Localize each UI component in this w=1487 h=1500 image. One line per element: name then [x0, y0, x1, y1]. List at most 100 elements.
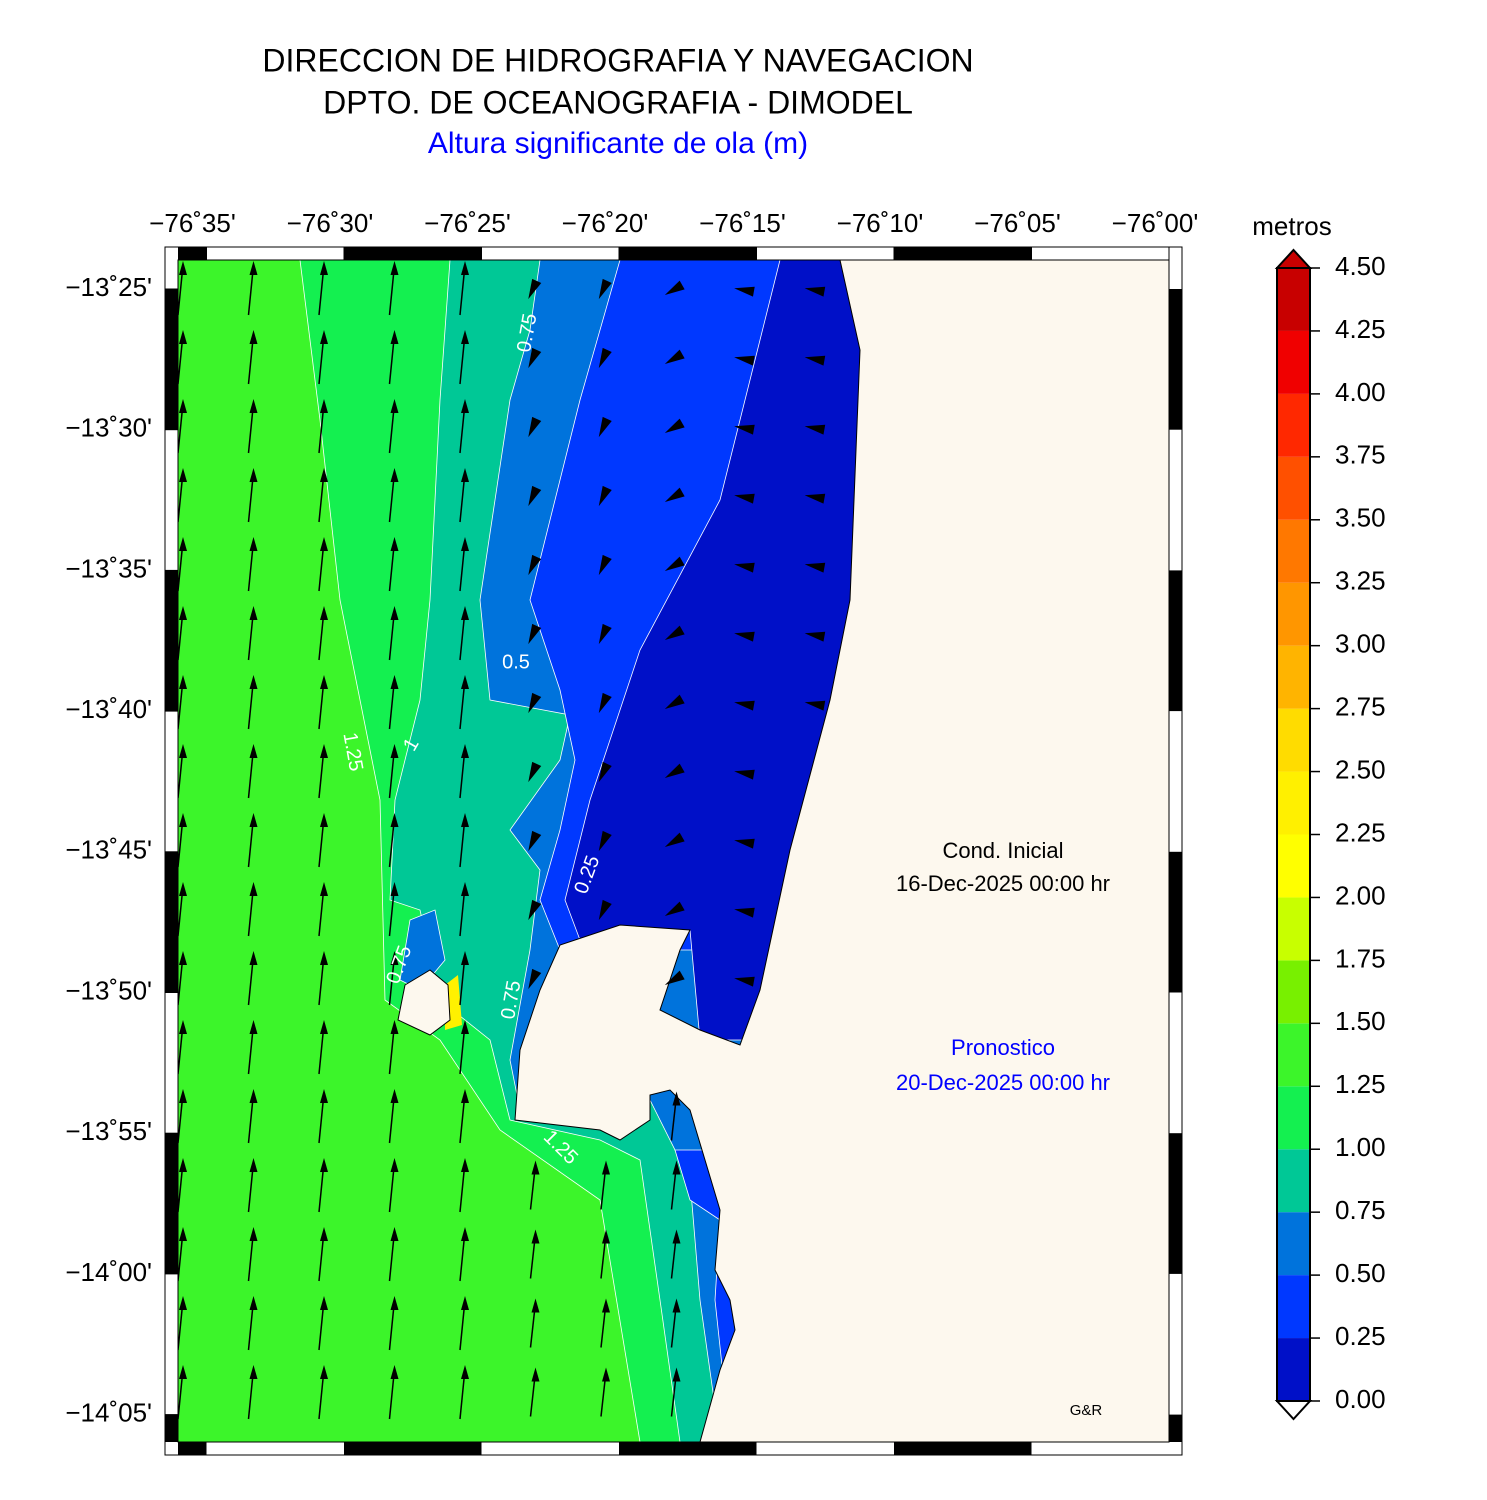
frame-bar [1169, 1133, 1182, 1274]
arrow-head [528, 830, 542, 852]
arrow-head [320, 261, 328, 275]
arrow-head [249, 813, 258, 827]
colorbar-tick-label: 2.00 [1335, 880, 1386, 910]
arrow-head [249, 537, 258, 551]
lat-tick-label: −13˚30' [65, 413, 152, 443]
arrow-head [179, 675, 187, 689]
arrow-head [390, 399, 399, 413]
arrow-head [320, 537, 328, 551]
arrow-head [249, 951, 258, 965]
frame-bar [165, 289, 178, 430]
lon-tick-label: −76˚10' [837, 208, 924, 238]
arrow-head [249, 744, 258, 758]
arrow-head [461, 744, 469, 758]
arrow-head [602, 1160, 610, 1175]
colorbar-min-triangle [1274, 1400, 1313, 1421]
arrow-head [461, 537, 469, 551]
arrow-head [249, 1296, 258, 1310]
arrow-head [320, 1365, 328, 1379]
colorbar-tick-label: 1.75 [1335, 943, 1386, 973]
colorbar: 0.00 0.25 0.50 0.75 1.00 1.25 1.50 1.75 2.00 2.25… [1274, 248, 1386, 1421]
arrow-head [664, 901, 685, 916]
arrow-head [461, 1158, 469, 1172]
arrow-head [528, 899, 542, 921]
arrow-head [249, 261, 258, 275]
arrow-head [461, 261, 469, 275]
arrow-head [672, 1367, 681, 1382]
arrow-head [249, 606, 258, 620]
arrow-head [531, 1298, 540, 1313]
arrow-head [179, 951, 187, 965]
arrow-head [249, 1227, 258, 1241]
colorbar-title: metros [1252, 211, 1331, 241]
frame-bar [1169, 851, 1182, 993]
arrow-head [179, 1296, 187, 1310]
colorbar-tick-label: 0.25 [1335, 1321, 1386, 1351]
arrow-head [672, 1298, 681, 1313]
arrow-head [602, 1367, 610, 1382]
forecast-label: Pronostico [951, 1035, 1055, 1060]
frame-bar [619, 1442, 757, 1455]
lat-tick-label: −13˚45' [65, 835, 152, 865]
lat-tick-label: −13˚50' [65, 975, 152, 1005]
arrow-head [390, 813, 399, 827]
arrow-head [734, 562, 755, 573]
colorbar-tick-label: 2.25 [1335, 817, 1386, 847]
colorbar-bin [1277, 960, 1310, 1024]
arrow-head [249, 1365, 258, 1379]
colorbar-bin [1277, 1023, 1310, 1087]
frame-bar [893, 1442, 1032, 1455]
arrow-head [249, 468, 258, 482]
arrow-head [804, 631, 826, 642]
colorbar-max-triangle [1274, 248, 1313, 269]
colorbar-bin [1277, 330, 1310, 394]
lat-tick-label: −13˚25' [65, 272, 152, 302]
arrow-head [249, 1158, 258, 1172]
arrow-head [734, 631, 755, 642]
arrow-head [598, 485, 612, 507]
frame-bar [893, 247, 1032, 260]
arrow-head [179, 882, 187, 896]
arrow-head [179, 1365, 187, 1379]
arrow-head [390, 1365, 399, 1379]
arrow-head [461, 1365, 469, 1379]
arrow-head [179, 1158, 187, 1172]
arrow-head [179, 744, 187, 758]
arrow-head [390, 606, 399, 620]
title: DIRECCION DE HIDROGRAFIA Y NAVEGACION [262, 42, 973, 78]
arrow-head [461, 399, 469, 413]
arrow-head [528, 761, 542, 783]
colorbar-bin [1277, 519, 1310, 583]
frame-bar [165, 851, 178, 993]
frame-bar [1169, 289, 1182, 430]
arrow-head [390, 744, 399, 758]
arrow-head [390, 330, 399, 344]
arrow-head [734, 424, 755, 435]
colorbar-bin [1277, 582, 1310, 646]
colorbar-tick-label: 3.00 [1335, 629, 1386, 659]
colorbar-tick-label: 2.50 [1335, 754, 1386, 784]
colorbar-tick-label: 0.00 [1335, 1384, 1386, 1414]
arrow-head [528, 692, 542, 714]
arrow-head [804, 286, 826, 297]
arrow-head [602, 1298, 610, 1313]
colorbar-bin [1277, 708, 1310, 772]
arrow-head [664, 349, 685, 364]
arrow-head [528, 485, 542, 507]
arrow-head [249, 1020, 258, 1034]
arrow-head [249, 882, 258, 896]
colorbar-tick-label: 0.75 [1335, 1195, 1386, 1225]
colorbar-bin [1277, 456, 1310, 520]
frame-bar [178, 247, 207, 260]
subtitle: DPTO. DE OCEANOGRAFIA - DIMODEL [323, 84, 913, 120]
arrow-head [320, 1227, 328, 1241]
contour-label: 0.5 [502, 651, 530, 673]
arrow-head [734, 976, 755, 987]
colorbar-tick-label: 3.25 [1335, 566, 1386, 596]
arrow-head [390, 882, 399, 896]
frame-bar [178, 1442, 207, 1455]
arrow-head [664, 556, 685, 571]
arrow-head [598, 347, 612, 369]
arrow-head [249, 1089, 258, 1103]
